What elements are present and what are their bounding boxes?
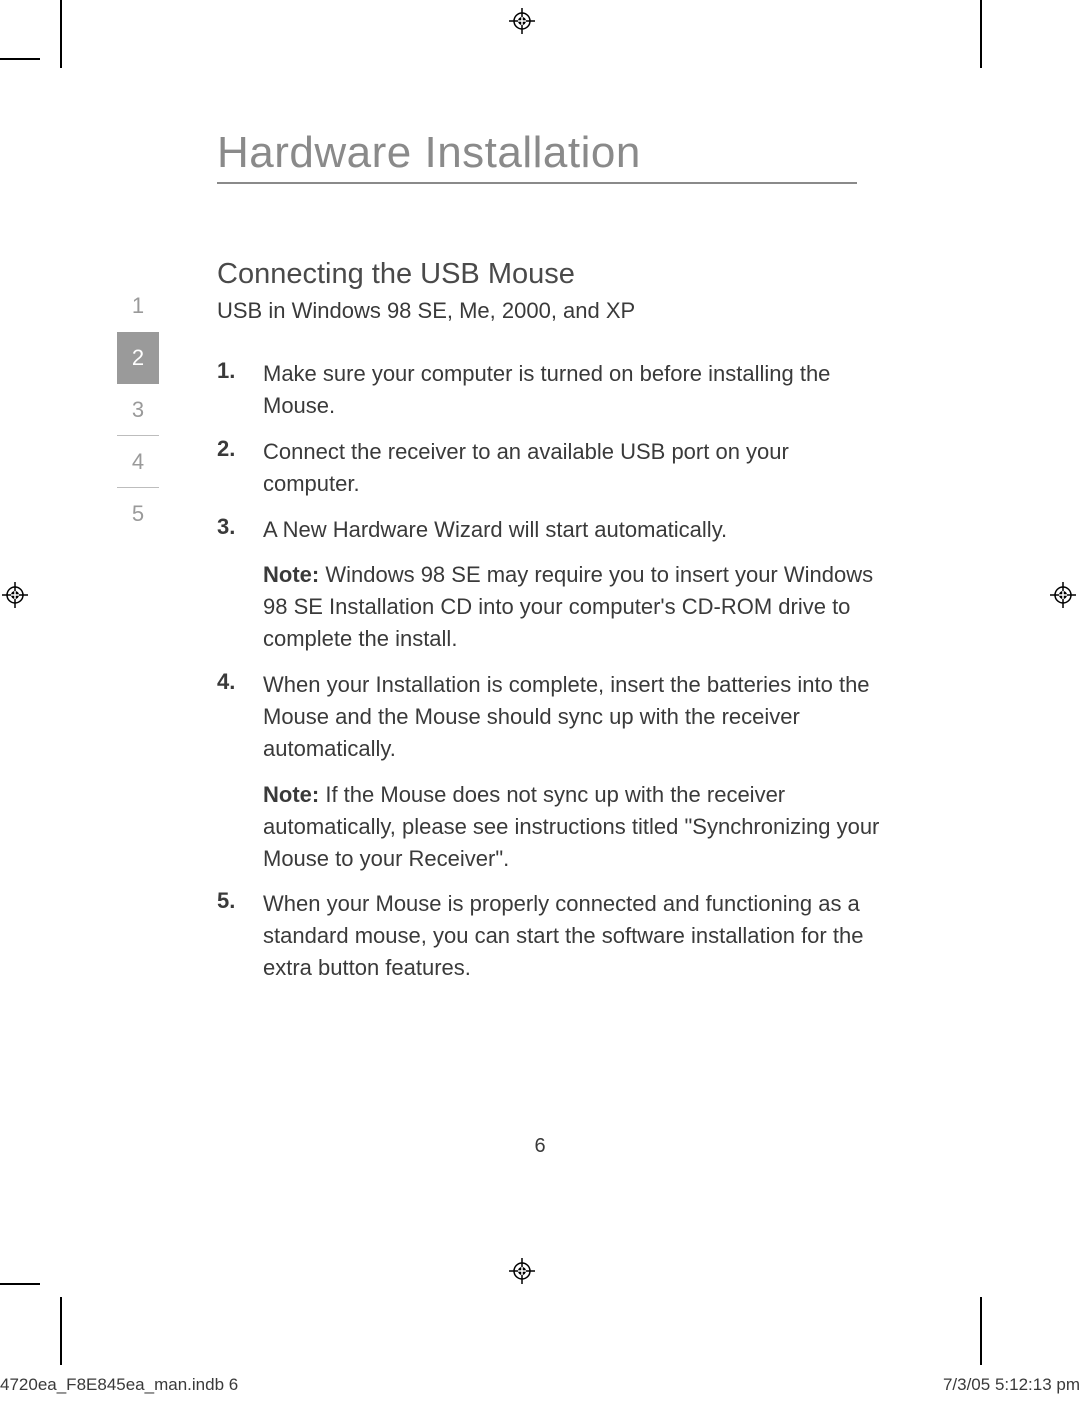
step-note: Note: If the Mouse does not sync up with… bbox=[263, 779, 887, 875]
step-item: 1. Make sure your computer is turned on … bbox=[217, 358, 887, 422]
crop-mark bbox=[980, 1297, 982, 1365]
step-number: 3. bbox=[217, 514, 263, 546]
step-text: A New Hardware Wizard will start automat… bbox=[263, 514, 727, 546]
section-subtext: USB in Windows 98 SE, Me, 2000, and XP bbox=[217, 298, 635, 324]
step-text: When your Installation is complete, inse… bbox=[263, 669, 887, 765]
step-note: Note: Windows 98 SE may require you to i… bbox=[263, 559, 887, 655]
note-label: Note: bbox=[263, 562, 319, 587]
page-title: Hardware Installation bbox=[217, 128, 857, 178]
step-item: 5. When your Mouse is properly connected… bbox=[217, 888, 887, 984]
tab-4: 4 bbox=[117, 436, 159, 488]
step-item: 3. A New Hardware Wizard will start auto… bbox=[217, 514, 887, 656]
steps-list: 1. Make sure your computer is turned on … bbox=[217, 358, 887, 998]
note-label: Note: bbox=[263, 782, 319, 807]
registration-mark-icon bbox=[1050, 582, 1076, 608]
step-number: 1. bbox=[217, 358, 263, 422]
tab-2: 2 bbox=[117, 332, 159, 384]
step-text: Make sure your computer is turned on bef… bbox=[263, 358, 887, 422]
page-number: 6 bbox=[0, 1135, 1080, 1158]
section-title: Connecting the USB Mouse bbox=[217, 258, 575, 291]
step-number: 4. bbox=[217, 669, 263, 765]
section-tabs: 1 2 3 4 5 bbox=[117, 280, 159, 540]
step-item: 2. Connect the receiver to an available … bbox=[217, 436, 887, 500]
tab-1: 1 bbox=[117, 280, 159, 332]
page-header: Hardware Installation bbox=[217, 128, 857, 184]
crop-mark bbox=[60, 1297, 62, 1365]
note-text: If the Mouse does not sync up with the r… bbox=[263, 782, 879, 871]
step-number: 2. bbox=[217, 436, 263, 500]
note-text: Windows 98 SE may require you to insert … bbox=[263, 562, 873, 651]
step-text: When your Mouse is properly connected an… bbox=[263, 888, 887, 984]
tab-3: 3 bbox=[117, 384, 159, 436]
footer-timestamp: 7/3/05 5:12:13 pm bbox=[943, 1375, 1080, 1395]
registration-mark-icon bbox=[509, 8, 535, 34]
step-item: 4. When your Installation is complete, i… bbox=[217, 669, 887, 874]
footer-filename: 4720ea_F8E845ea_man.indb 6 bbox=[0, 1375, 238, 1395]
registration-mark-icon bbox=[509, 1258, 535, 1284]
registration-mark-icon bbox=[2, 582, 28, 608]
crop-mark bbox=[0, 1283, 40, 1285]
crop-mark bbox=[980, 0, 982, 68]
step-text: Connect the receiver to an available USB… bbox=[263, 436, 887, 500]
tab-5: 5 bbox=[117, 488, 159, 540]
crop-mark bbox=[60, 0, 62, 68]
crop-mark bbox=[0, 58, 40, 60]
step-number: 5. bbox=[217, 888, 263, 984]
